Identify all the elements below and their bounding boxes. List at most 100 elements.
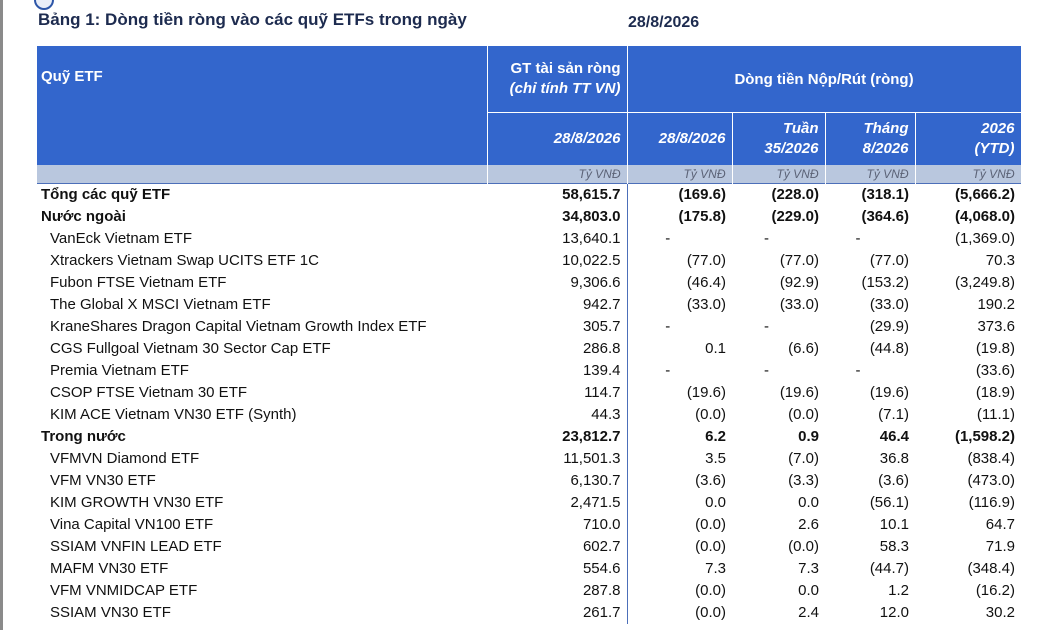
- table-row: Premia Vietnam ETF 139.4 - - - (33.6): [37, 360, 1021, 382]
- nav-cell: 10,022.5: [487, 250, 628, 272]
- nav-cell: 287.8: [487, 580, 628, 602]
- fund-name-cell: MAFM VN30 ETF: [50, 560, 169, 577]
- day-flow-cell: (0.0): [695, 538, 726, 555]
- table-row: The Global X MSCI Vietnam ETF 942.7 (33.0)…: [37, 294, 1021, 316]
- week-flow-cell: 0.0: [798, 494, 819, 511]
- month-flow-cell: 12.0: [879, 604, 909, 621]
- ytd-flow-cell: 190.2: [977, 296, 1015, 313]
- month-flow-cell: (19.6): [869, 384, 909, 401]
- nav-cell: 2,471.5: [487, 492, 628, 514]
- month-flow-cell: -: [855, 230, 861, 247]
- table-row: VFM VN30 ETF 6,130.7 (3.6) (3.3) (3.6) (473.0…: [37, 470, 1021, 492]
- month-flow-cell: (318.1): [825, 183, 915, 206]
- fund-name-cell: SSIAM VN30 ETF: [50, 604, 171, 621]
- month-flow-cell: (7.1): [878, 406, 909, 423]
- unit-label: Tỷ VNĐ: [915, 165, 1022, 184]
- week-flow-cell: (77.0): [779, 252, 819, 269]
- ytd-flow-cell: (11.1): [976, 406, 1015, 423]
- ytd-flow-cell: (838.4): [967, 450, 1015, 467]
- fund-name-cell: VFMVN Diamond ETF: [50, 450, 200, 467]
- day-flow-cell: -: [665, 318, 671, 335]
- ytd-header-line1: 2026: [981, 120, 1015, 137]
- unit-label: Tỷ VNĐ: [732, 165, 826, 184]
- nav-header-line2: (chỉ tính TT VN): [509, 80, 621, 97]
- nav-cell: 6,130.7: [487, 470, 628, 492]
- nav-cell: 11,501.3: [487, 448, 628, 470]
- table-row: KraneShares Dragon Capital Vietnam Growt…: [37, 316, 1021, 338]
- week-flow-cell: (6.6): [788, 340, 819, 357]
- ytd-flow-cell: (473.0): [967, 472, 1015, 489]
- table-row: Vina Capital VN100 ETF 710.0 (0.0) 2.6 10.1 6…: [37, 514, 1021, 536]
- week-flow-cell: (7.0): [788, 450, 819, 467]
- unit-row: Tỷ VNĐ Tỷ VNĐ Tỷ VNĐ Tỷ VNĐ Tỷ VNĐ: [37, 165, 1022, 184]
- nav-cell: 44.3: [487, 404, 628, 426]
- fund-name-cell: CSOP FTSE Vietnam 30 ETF: [50, 384, 248, 401]
- nav-header-line1: GT tài sản ròng: [510, 60, 621, 77]
- week-flow-cell: (0.0): [788, 538, 819, 555]
- nav-cell: 23,812.7: [487, 426, 628, 448]
- fund-name-cell: VanEck Vietnam ETF: [50, 230, 193, 247]
- nav-cell: 34,803.0: [487, 206, 628, 228]
- ytd-flow-cell: 373.6: [977, 318, 1015, 335]
- table-row: CGS Fullgoal Vietnam 30 Sector Cap ETF 28…: [37, 338, 1021, 360]
- month-flow-cell: (33.0): [869, 296, 909, 313]
- ytd-flow-cell: (1,598.2): [954, 428, 1015, 445]
- table-row: VanEck Vietnam ETF 13,640.1 - - - (1,369.0): [37, 228, 1021, 250]
- month-flow-cell: (56.1): [869, 494, 909, 511]
- week-flow-cell: -: [764, 318, 769, 335]
- day-flow-cell: (3.6): [695, 472, 726, 489]
- week-flow-cell: (0.0): [788, 406, 819, 423]
- month-flow-cell: (29.9): [869, 318, 909, 335]
- nav-cell: 13,640.1: [487, 228, 628, 250]
- flow-group-header: Dòng tiền Nộp/Rút (ròng): [627, 46, 1022, 113]
- week-flow-cell: -: [764, 362, 769, 379]
- nav-cell: 554.6: [487, 558, 628, 580]
- title-date: 28/8/2026: [628, 14, 700, 31]
- fund-name-cell: Premia Vietnam ETF: [50, 362, 189, 379]
- day-flow-cell: (169.6): [627, 183, 732, 206]
- nav-cell: 710.0: [487, 514, 628, 536]
- header-row-1: Quỹ ETF GT tài sản ròng (chỉ tính TT VN)…: [37, 46, 1022, 165]
- day-flow-cell: 0.1: [705, 340, 726, 357]
- week-flow-cell: (19.6): [779, 384, 819, 401]
- table-row: Fubon FTSE Vietnam ETF 9,306.6 (46.4) (92.9…: [37, 272, 1021, 294]
- ytd-flow-cell: 30.2: [985, 604, 1015, 621]
- logo-icon: [34, 0, 54, 10]
- fund-name-cell: Nước ngoài: [41, 208, 126, 225]
- week-flow-cell: (228.0): [732, 183, 825, 206]
- fund-name-cell: KIM ACE Vietnam VN30 ETF (Synth): [50, 406, 297, 423]
- week-header-line1: Tuần: [782, 120, 819, 137]
- week-flow-cell: (3.3): [788, 472, 819, 489]
- table-row: VFMVN Diamond ETF 11,501.3 3.5 (7.0) 36.8 (83…: [37, 448, 1021, 470]
- table-row: MAFM VN30 ETF 554.6 7.3 7.3 (44.7) (348.4): [37, 558, 1021, 580]
- fund-name-cell: SSIAM VNFIN LEAD ETF: [50, 538, 222, 555]
- table-row: CSOP FTSE Vietnam 30 ETF 114.7 (19.6) (19.6…: [37, 382, 1021, 404]
- month-flow-cell: 36.8: [879, 450, 909, 467]
- month-flow-cell: (77.0): [869, 252, 909, 269]
- ytd-flow-cell: (1,369.0): [954, 230, 1015, 247]
- day-flow-cell: 0.0: [705, 494, 726, 511]
- ytd-flow-cell: (18.9): [975, 384, 1015, 401]
- day-flow-cell: (175.8): [678, 208, 726, 225]
- nav-cell: 114.7: [487, 382, 628, 404]
- fund-name-cell: The Global X MSCI Vietnam ETF: [50, 296, 271, 313]
- unit-label: Tỷ VNĐ: [487, 165, 628, 184]
- table-body: Tổng các quỹ ETF 58,615.7 (169.6) (228.0) (3…: [37, 183, 1021, 624]
- table-row: Tổng các quỹ ETF 58,615.7 (169.6) (228.0) (3…: [37, 183, 1021, 206]
- day-flow-cell: 6.2: [705, 428, 726, 445]
- unit-label: Tỷ VNĐ: [825, 165, 916, 184]
- table-row: Trong nước 23,812.7 6.2 0.9 46.4 (1,598.2): [37, 426, 1021, 448]
- fund-name-cell: Xtrackers Vietnam Swap UCITS ETF 1C: [50, 252, 319, 269]
- day-flow-cell: (0.0): [695, 582, 726, 599]
- table-title: Bảng 1: Dòng tiền ròng vào các quỹ ETFs …: [38, 10, 467, 29]
- day-flow-cell: 7.3: [705, 560, 726, 577]
- table-row: Xtrackers Vietnam Swap UCITS ETF 1C 10,02…: [37, 250, 1021, 272]
- fund-name-cell: VFM VN30 ETF: [50, 472, 156, 489]
- left-edge-rule: [0, 0, 3, 630]
- ytd-flow-cell: (4,068.0): [954, 208, 1015, 225]
- nav-cell: 58,615.7: [487, 183, 628, 206]
- month-flow-cell: (3.6): [878, 472, 909, 489]
- week-flow-cell: (33.0): [779, 296, 819, 313]
- week-flow-cell: 7.3: [798, 560, 819, 577]
- ytd-flow-cell: 70.3: [985, 252, 1015, 269]
